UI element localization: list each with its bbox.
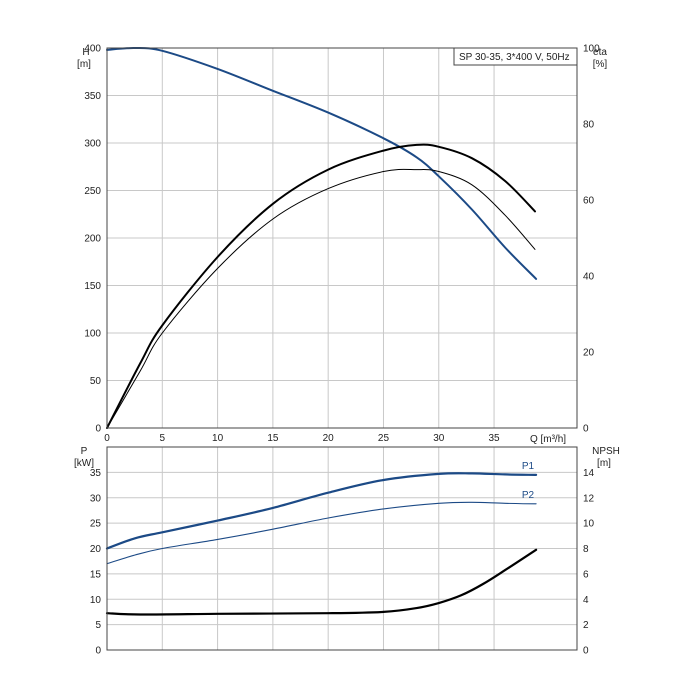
bottom-grid: 0 5 10 15 20 25 30 35 0 2 4 6 8 10 12 14 [90,447,595,657]
y-left-tick-label: 35 [90,468,102,479]
series-line-1-0 [105,472,538,550]
x-tick-label: 15 [267,433,279,444]
y-left-tick-label: 150 [84,281,101,292]
y-right-tick-label: 6 [583,569,589,580]
y-right-tick-label: 20 [583,348,595,359]
y-left-tick-label: 350 [84,91,101,102]
y-left-tick-label: 200 [84,234,101,245]
y-right-tick-label: 10 [583,519,595,530]
top-series [106,46,538,429]
y-right-tick-label: 0 [583,646,589,657]
y-left-tick-label: 300 [84,139,101,150]
x-tick-label: 0 [104,433,110,444]
y-left-tick-label: 30 [90,493,102,504]
y-right-tick-label: 40 [583,272,595,283]
series-line-0-2 [106,143,536,429]
y-right-tick-label: 14 [583,468,595,479]
x-tick-label: 5 [160,433,166,444]
y-left-tick-label: 20 [90,544,102,555]
y-left-tick-label: 400 [84,44,101,55]
y-left-tick-label: 100 [84,329,101,340]
bottom-left-axis-unit: [kW] [74,458,94,469]
y-left-tick-label: 15 [90,569,102,580]
y-left-tick-label: 0 [95,646,101,657]
x-tick-label: 25 [378,433,390,444]
y-left-tick-label: 250 [84,186,101,197]
title-box [453,47,578,66]
y-right-tick-label: 80 [583,120,595,131]
top-left-axis-label: H [82,47,89,58]
top-right-axis-unit: [%] [593,59,608,70]
x-tick-label: 20 [323,433,335,444]
y-right-tick-label: 8 [583,544,589,555]
y-left-tick-label: 5 [95,620,101,631]
y-right-tick-label: 2 [583,620,589,631]
y-right-tick-label: 4 [583,595,589,606]
y-left-tick-label: 10 [90,595,102,606]
series-line-0-1 [106,168,536,429]
top-left-axis-unit: [m] [77,59,91,70]
series-label-p1: P1 [522,461,535,472]
top-plot-frame [106,47,578,429]
x-tick-label: 30 [433,433,445,444]
bottom-left-axis-label: P [81,446,88,457]
x-tick-label: 10 [212,433,224,444]
y-left-tick-label: 50 [90,376,102,387]
top-grid: 0 5 10 15 20 25 30 3505010015020025030035040002… [84,44,600,445]
y-right-tick-label: 0 [583,424,589,435]
x-axis-label: Q [m³/h] [530,434,566,445]
series-line-1-1 [106,501,537,565]
y-left-tick-label: 25 [90,519,102,530]
top-right-axis-label: eta [593,47,607,58]
chart-title: SP 30-35, 3*400 V, 50Hz [459,52,570,63]
y-right-tick-label: 60 [583,196,595,207]
series-line-0-0 [106,46,538,280]
bottom-plot-frame [106,446,578,651]
x-tick-label: 35 [488,433,500,444]
bottom-right-axis-unit: [m] [597,458,611,469]
y-left-tick-label: 0 [95,424,101,435]
series-line-1-2 [105,548,538,616]
y-right-tick-label: 12 [583,493,595,504]
y-right-tick-label: 100 [583,44,600,55]
bottom-series: P1 P2 [105,461,538,616]
series-label-p2: P2 [522,490,535,501]
bottom-right-axis-label: NPSH [592,446,620,457]
